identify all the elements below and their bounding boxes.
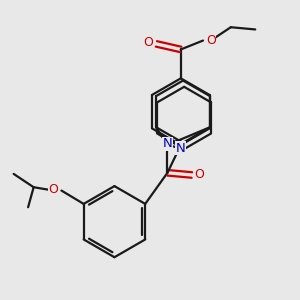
Text: O: O [144, 36, 154, 49]
Text: N: N [176, 142, 186, 155]
Text: N: N [163, 137, 172, 150]
Text: O: O [206, 34, 216, 47]
Text: O: O [49, 183, 58, 196]
Text: O: O [195, 169, 205, 182]
